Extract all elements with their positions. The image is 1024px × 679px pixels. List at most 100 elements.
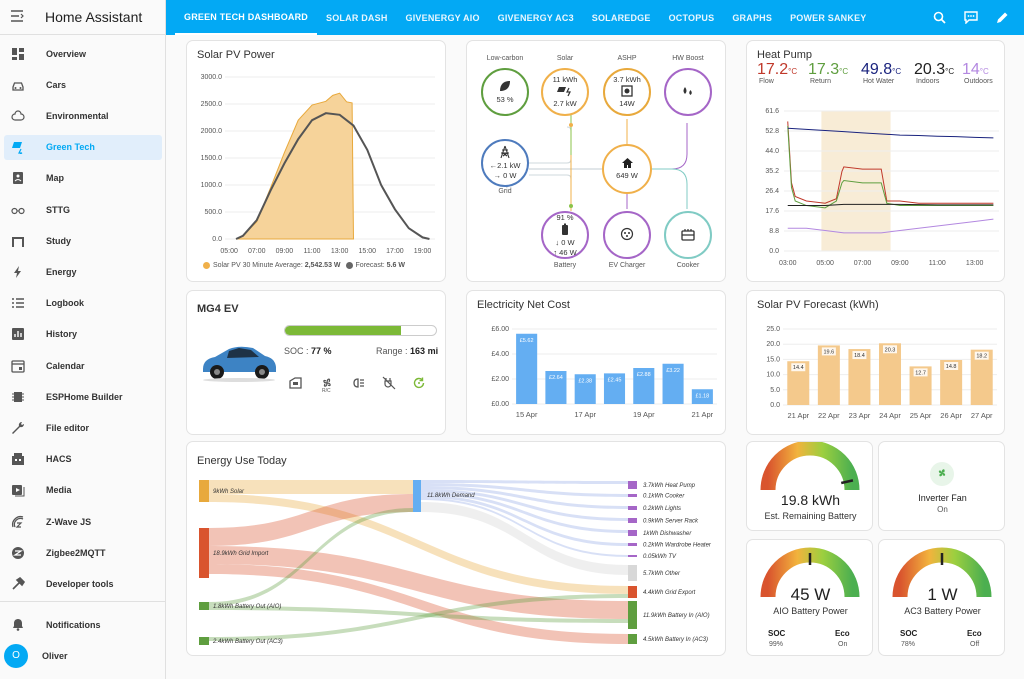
solar-value: 2.7 kW <box>553 99 577 108</box>
ashp-node[interactable]: 3.7 kWh 14W <box>603 68 651 116</box>
soc-readout: SOC : 77 % <box>284 346 332 356</box>
battery-node[interactable]: 91 % ↓ 0 W ↑ 46 W <box>541 211 589 259</box>
y-tick-label: 61.6 <box>765 108 779 115</box>
tab-givenergy-ac3[interactable]: GIVENERGY AC3 <box>497 12 574 23</box>
sidebar-item-sttg[interactable]: STTG <box>4 197 162 222</box>
charge-off-icon[interactable] <box>381 376 397 397</box>
sankey-target-label: 3.7kWh Heat Pump <box>643 483 696 489</box>
grid-node[interactable]: ←2.1 kW → 0 W <box>481 139 529 187</box>
solar-pv-power-card: Solar PV Power 0.0 500.0 1000.0 1500.0 2000.… <box>186 40 446 282</box>
remaining-battery-gauge <box>760 442 860 491</box>
tab-green-tech-dashboard[interactable]: GREEN TECH DASHBOARD <box>175 0 318 35</box>
x-tick-label: 24 Apr <box>879 411 901 420</box>
hw-boost-node[interactable] <box>664 68 712 116</box>
card-title: Energy Use Today <box>197 455 287 467</box>
eco-value: On <box>838 641 848 648</box>
sidebar-item-developer-tools[interactable]: Developer tools <box>4 571 162 596</box>
sidebar-item-study[interactable]: Study <box>4 228 162 253</box>
range-label: Range : <box>376 346 408 356</box>
tab-power-sankey[interactable]: POWER SANKEY <box>790 12 867 23</box>
battery-value: ↑ 46 W <box>553 247 577 257</box>
bar <box>691 389 713 404</box>
bar <box>633 368 655 404</box>
assist-icon[interactable] <box>963 9 979 25</box>
cooker-node[interactable] <box>664 211 712 259</box>
ev-controls: R/C <box>288 376 426 397</box>
tab-octopus[interactable]: OCTOPUS <box>668 12 715 23</box>
data-label-box <box>852 351 867 360</box>
sidebar-item-label: HACS <box>46 454 72 465</box>
flow-demand-target <box>421 489 628 521</box>
ev-lock-icon[interactable] <box>288 376 304 397</box>
inverter-fan-card[interactable]: Inverter Fan On <box>878 441 1005 531</box>
series-line-return <box>787 125 994 209</box>
sidebar-item-label: Environmental <box>46 110 109 121</box>
sidebar-item-logbook[interactable]: Logbook <box>4 291 162 316</box>
ashp-value: 3.7 kWh <box>613 75 641 84</box>
climate-icon[interactable]: R/C <box>319 376 335 397</box>
stat-value: 14 <box>962 61 980 78</box>
tab-solar-dash[interactable]: SOLAR DASH <box>326 12 388 23</box>
grid-value: ←2.1 kW <box>489 161 521 170</box>
menu-icon[interactable] <box>0 9 34 25</box>
solar-node[interactable]: 11 kWh 2.7 kW <box>541 68 589 116</box>
y-tick-label: £2.00 <box>491 376 509 383</box>
bar <box>878 343 902 405</box>
hacs-icon <box>10 452 26 466</box>
fan-icon[interactable] <box>930 462 954 486</box>
sidebar-item-energy[interactable]: Energy <box>4 259 162 284</box>
sidebar-item-calendar[interactable]: Calendar <box>4 353 162 378</box>
grid-icon <box>499 145 511 161</box>
soc-bar-fill <box>285 326 402 335</box>
edit-pencil-icon[interactable] <box>994 9 1010 25</box>
sidebar-item-notifications[interactable]: Notifications <box>4 612 162 637</box>
x-tick-label: 21 Apr <box>692 410 714 419</box>
ev-charger-label: EV Charger <box>608 262 646 269</box>
sidebar-item-zigbee2mqtt[interactable]: Zigbee2MQTT <box>4 540 162 565</box>
entity-state: On <box>937 505 948 514</box>
sidebar-item-green-tech[interactable]: Green Tech <box>4 134 162 160</box>
sidebar-item-user[interactable]: O Oliver <box>4 643 162 668</box>
sidebar-item-z-wave-js[interactable]: Z-Wave JS <box>4 509 162 534</box>
sidebar-item-hacs[interactable]: HACS <box>4 447 162 472</box>
app-title: Home Assistant <box>45 9 143 25</box>
sidebar-item-environmental[interactable]: Environmental <box>4 103 162 128</box>
flow-solar-export <box>209 494 628 594</box>
flow-aio-battery <box>209 606 628 623</box>
sidebar-item-esphome-builder[interactable]: ESPHome Builder <box>4 384 162 409</box>
bar <box>940 360 963 405</box>
bell-icon <box>10 618 26 632</box>
x-tick-label: 05:00 <box>816 260 834 267</box>
battery-value: ↓ 0 W <box>555 237 575 247</box>
y-tick-label: 15.0 <box>766 356 780 363</box>
data-label: 12.7 <box>915 370 926 376</box>
card-title: Electricity Net Cost <box>477 299 570 311</box>
sidebar-item-file-editor[interactable]: File editor <box>4 415 162 440</box>
search-icon[interactable] <box>931 9 947 25</box>
headlight-icon[interactable] <box>350 376 366 397</box>
y-tick-label: 17.6 <box>765 208 779 215</box>
tab-solaredge[interactable]: SOLAREDGE <box>591 12 651 23</box>
legend-value: 5.6 W <box>386 262 405 269</box>
refresh-icon[interactable] <box>412 376 426 397</box>
x-tick-label: 21 Apr <box>787 411 809 420</box>
low-carbon-node[interactable]: 53 % <box>481 68 529 116</box>
sidebar-item-history[interactable]: History <box>4 322 162 347</box>
sidebar-item-label: Green Tech <box>46 142 95 153</box>
home-node[interactable]: 649 W <box>602 144 652 194</box>
flow-demand-target <box>421 480 628 484</box>
sidebar-item-overview[interactable]: Overview <box>4 41 162 66</box>
sidebar-item-cars[interactable]: Cars <box>4 72 162 97</box>
sankey-target-node <box>628 543 637 546</box>
x-tick-label: 27 Apr <box>971 411 993 420</box>
ev-charger-node[interactable] <box>603 211 651 259</box>
tab-graphs[interactable]: GRAPHS <box>732 12 773 23</box>
sidebar-item-label: Map <box>46 173 64 184</box>
sidebar-item-media[interactable]: Media <box>4 478 162 503</box>
power-flow-card: Low-carbon 53 % Solar 11 kWh 2.7 kW ASHP 3.7 k… <box>466 40 726 282</box>
sankey-source-label: 2.4kWh Battery Out (AC3) <box>212 639 283 645</box>
tab-givenergy-aio[interactable]: GIVENERGY AIO <box>405 12 480 23</box>
sankey-target-label: 4.4kWh Grid Export <box>643 590 696 596</box>
sidebar-item-map[interactable]: Map <box>4 166 162 191</box>
study-icon <box>10 234 26 248</box>
